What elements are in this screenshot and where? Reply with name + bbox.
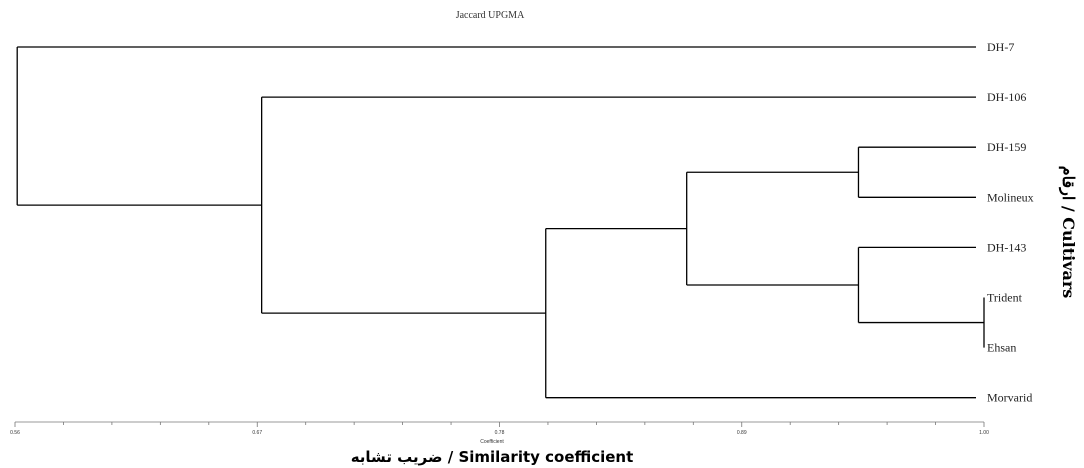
x-tick-label-0-56: 0.56 — [10, 430, 20, 436]
x-tick-label-1-00: 1.00 — [979, 430, 989, 436]
x-tick-label-0-67: 0.67 — [252, 430, 262, 436]
leaf-label-ehsan: Ehsan — [987, 341, 1016, 355]
leaf-label-dh-159: DH-159 — [987, 140, 1026, 154]
leaf-label-molineux: Molineux — [987, 190, 1034, 204]
leaf-label-trident: Trident — [987, 291, 1023, 305]
dendrogram-branches — [16, 46, 985, 399]
leaf-label-dh-143: DH-143 — [987, 240, 1026, 254]
y-axis-label: ارقام / Cultivars — [1058, 166, 1078, 299]
chart-title: Jaccard UPGMA — [456, 10, 525, 21]
x-axis-label: ضریب تشابه / Similarity coefficient — [351, 448, 634, 466]
x-axis: 0.56 0.67 0.78 0.89 1.00 — [10, 421, 989, 436]
leaf-label-dh-7: DH-7 — [987, 40, 1014, 54]
x-axis-small-label: Coefficient — [480, 439, 504, 445]
leaf-label-dh-106: DH-106 — [987, 90, 1026, 104]
leaf-label-morvarid: Morvarid — [987, 391, 1032, 405]
leaf-labels: DH-7 DH-106 DH-159 Molineux DH-143 Trident Ehs… — [987, 40, 1034, 405]
x-tick-label-0-78: 0.78 — [495, 430, 505, 436]
x-tick-label-0-89: 0.89 — [737, 430, 747, 436]
